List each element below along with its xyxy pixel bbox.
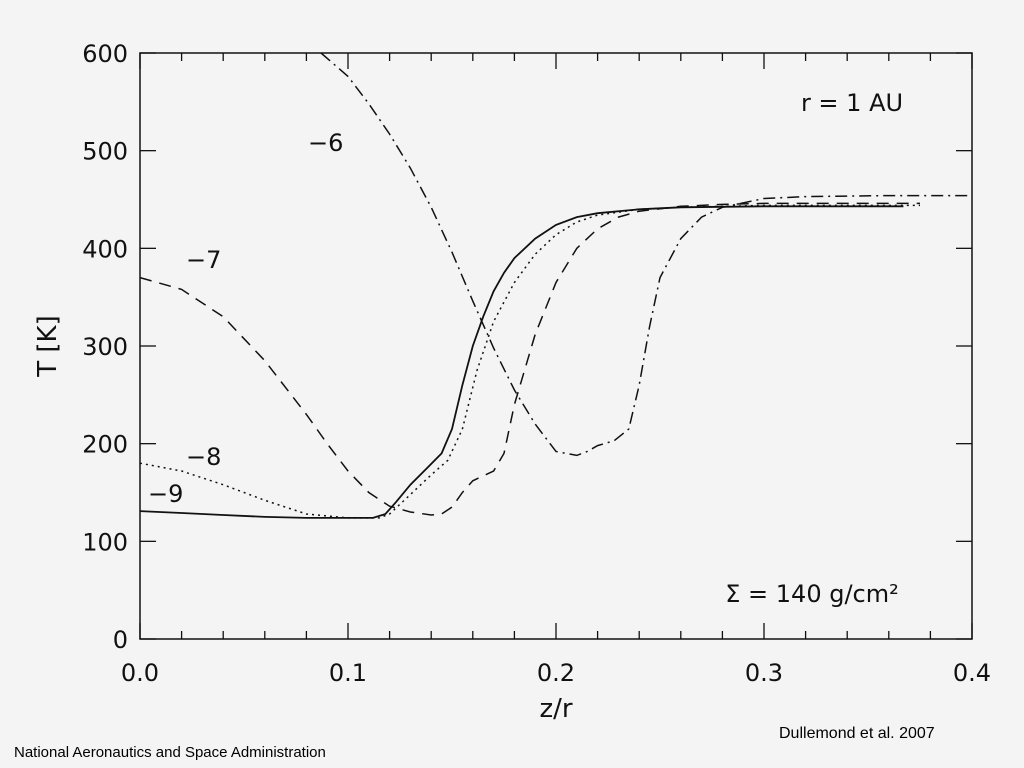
- series-label-minus8: −8: [186, 443, 221, 471]
- y-tick-label: 0: [113, 626, 128, 654]
- footer-citation: Dullemond et al. 2007: [779, 725, 935, 742]
- y-tick-label: 100: [82, 528, 128, 556]
- series-label-minus7: −7: [186, 246, 221, 274]
- x-tick-labels: 0.0 0.1 0.2 0.3 0.4: [121, 659, 991, 687]
- y-tick-label: 200: [82, 431, 128, 459]
- series-group: [139, 52, 972, 519]
- y-tick-labels: 0 100 200 300 400 500 600: [82, 40, 128, 654]
- x-tick-label: 0.1: [329, 659, 367, 687]
- series-line-dashdot: [320, 52, 972, 457]
- surface-density-annotation: Σ = 140 g/cm²: [725, 580, 898, 608]
- x-axis-label: z/r: [539, 694, 572, 724]
- y-tick-label: 500: [82, 138, 128, 166]
- x-tick-label: 0.4: [953, 659, 991, 687]
- series-label-minus6: −6: [308, 129, 343, 157]
- axis-ticks: [139, 52, 973, 640]
- series-line-dotted: [139, 204, 920, 519]
- series-label-minus9: −9: [148, 480, 183, 508]
- series-line-solid: [139, 205, 904, 519]
- x-tick-label: 0.3: [745, 659, 783, 687]
- x-tick-label: 0.0: [121, 659, 159, 687]
- series-line-dashed: [139, 202, 920, 516]
- footer-agency: National Aeronautics and Space Administr…: [14, 744, 326, 761]
- plot-frame: [139, 52, 973, 640]
- y-tick-label: 300: [82, 333, 128, 361]
- y-tick-label: 600: [82, 40, 128, 68]
- x-tick-label: 0.2: [537, 659, 575, 687]
- y-axis-label: T [K]: [33, 315, 63, 377]
- y-tick-label: 400: [82, 235, 128, 263]
- radius-annotation: r = 1 AU: [801, 89, 903, 117]
